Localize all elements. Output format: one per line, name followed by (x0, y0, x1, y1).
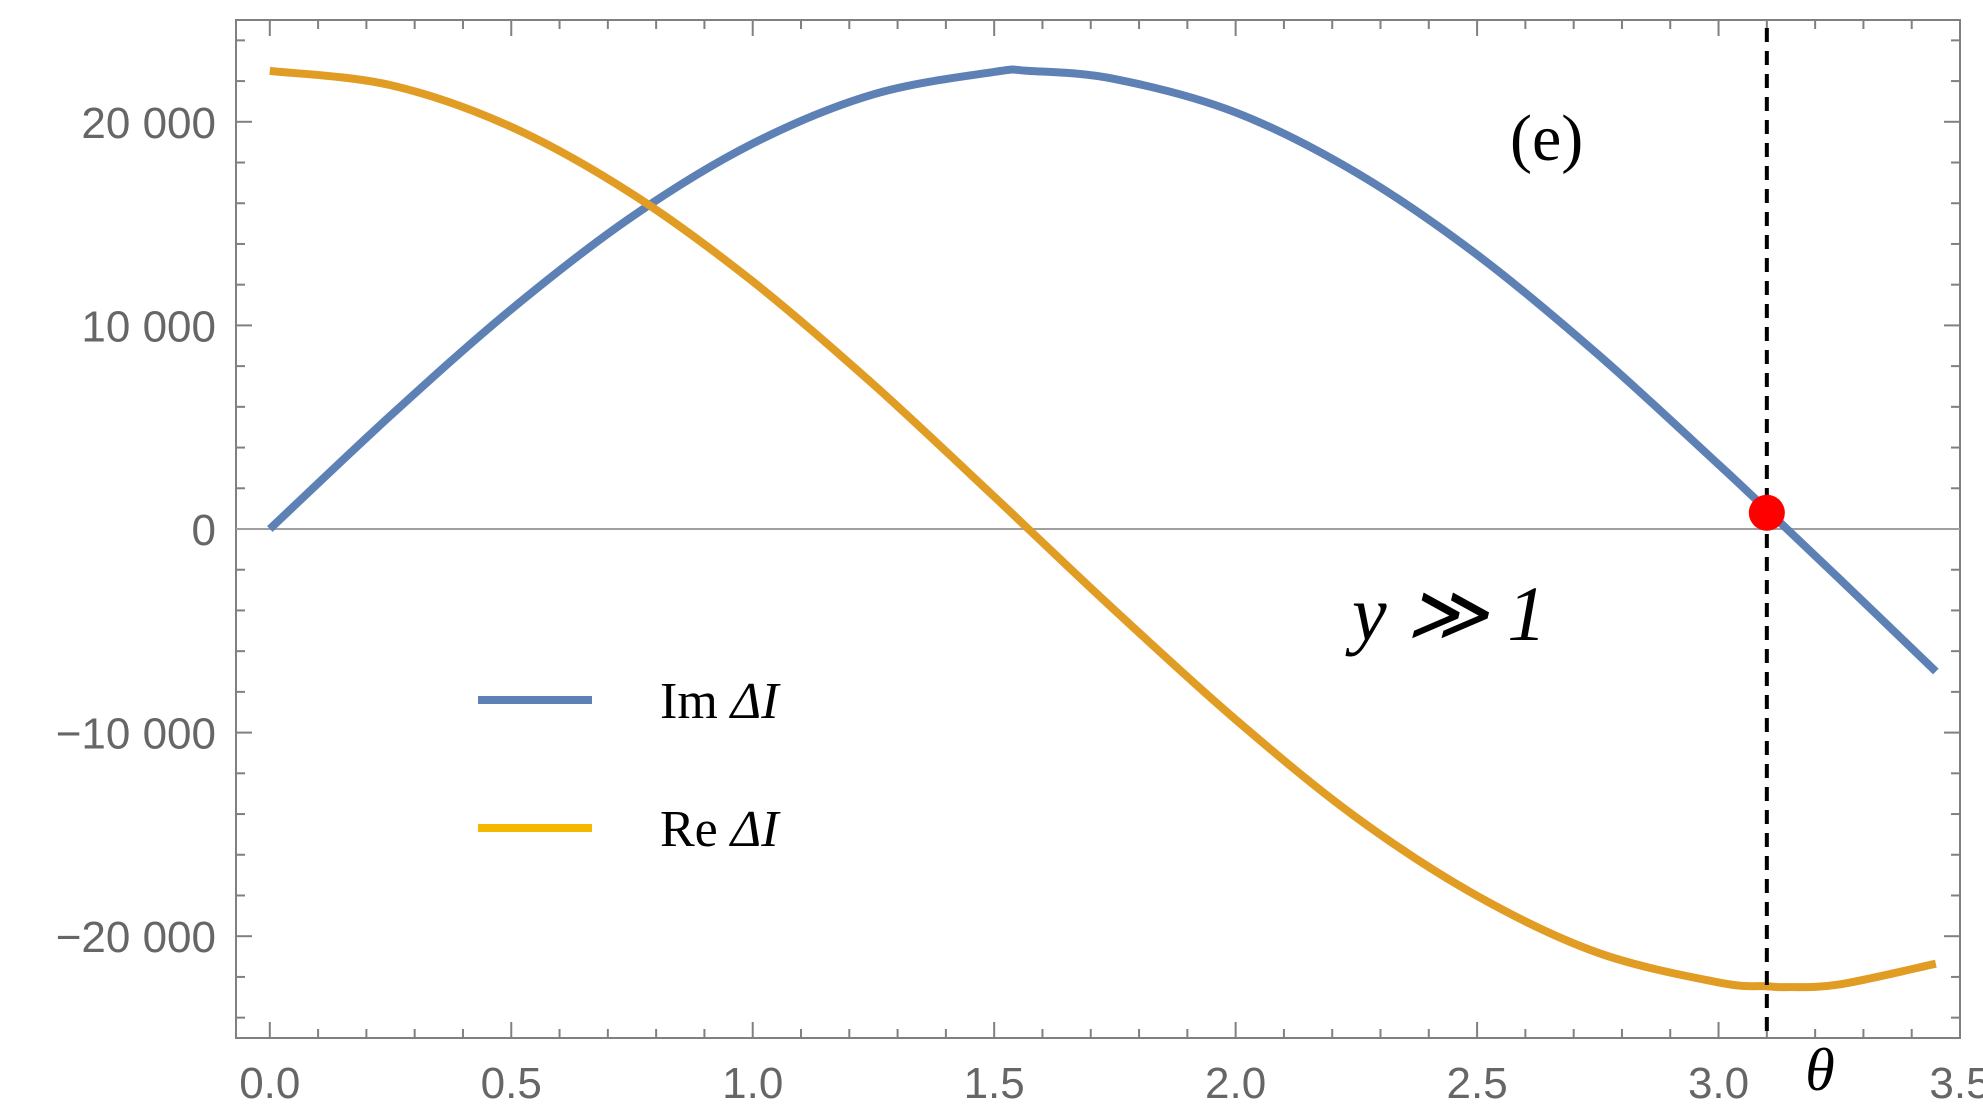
x-tick-label: 3.0 (1688, 1059, 1749, 1108)
series-lines (267, 65, 1939, 992)
axis-ticks (236, 20, 1961, 1038)
x-axis-label: θ (1805, 1037, 1834, 1103)
series-line-im (267, 65, 1939, 675)
annotations: (e) y ≫ 1 (1345, 28, 1785, 1038)
highlight-point (1748, 494, 1785, 531)
x-tick-label: 1.5 (964, 1059, 1025, 1108)
x-tick-label: 2.5 (1447, 1059, 1508, 1108)
x-tick-label: 0.5 (481, 1059, 542, 1108)
y-tick-label: 10 000 (81, 302, 216, 351)
legend-label: Im ΔI (660, 673, 781, 730)
x-tick-label: 0.0 (239, 1059, 300, 1108)
y-tick-label: 20 000 (81, 99, 216, 148)
legend-label: Re ΔI (660, 801, 781, 858)
series-line-re (269, 66, 1937, 992)
tick-labels: 0.0 0.5 1.0 1.5 2.0 2.5 3.0 3.5 20 000 10 000 0 −10… (56, 99, 1983, 1108)
x-tick-label: 2.0 (1205, 1059, 1266, 1108)
regime-annotation: y ≫ 1 (1345, 570, 1546, 657)
y-tick-label: −10 000 (56, 710, 216, 759)
y-tick-label: 0 (192, 506, 216, 555)
x-tick-label: 3.5 (1929, 1059, 1983, 1108)
x-tick-label: 1.0 (722, 1059, 783, 1108)
y-tick-label: −20 000 (56, 913, 216, 962)
panel-label: (e) (1510, 102, 1583, 175)
legend: Im ΔI Re ΔI (478, 673, 781, 858)
